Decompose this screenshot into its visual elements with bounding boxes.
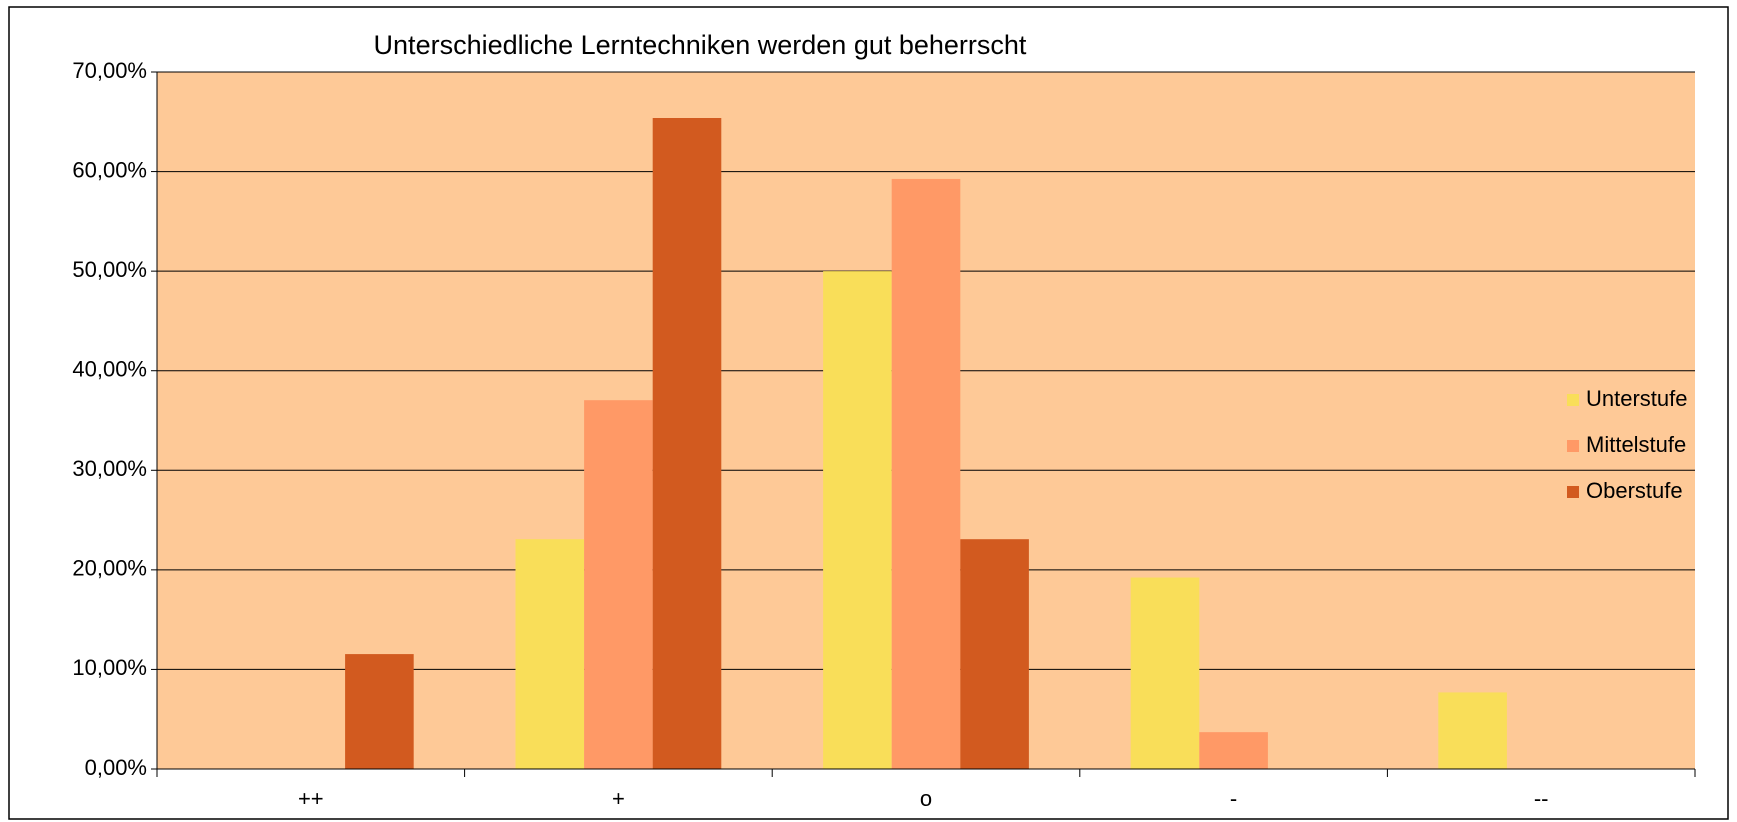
- bar: [960, 539, 1029, 769]
- x-tick-label: +: [612, 786, 625, 811]
- bar: [652, 118, 722, 769]
- y-tick-label: 50,00%: [72, 257, 147, 282]
- bar: [345, 654, 414, 769]
- legend-swatch: [1567, 394, 1579, 406]
- bar: [1199, 732, 1268, 769]
- legend-label: Unterstufe: [1586, 386, 1688, 411]
- y-tick-label: 30,00%: [72, 456, 147, 481]
- x-tick-label: ++: [298, 786, 324, 811]
- bar: [823, 271, 892, 769]
- y-tick-label: 0,00%: [85, 755, 147, 780]
- y-tick-label: 70,00%: [72, 58, 147, 83]
- y-tick-label: 10,00%: [72, 655, 147, 680]
- bar: [1438, 692, 1507, 769]
- bar: [515, 539, 585, 769]
- bar: [891, 178, 961, 770]
- legend-label: Oberstufe: [1586, 478, 1683, 503]
- legend-swatch: [1567, 486, 1579, 498]
- x-tick-label: o: [920, 786, 932, 811]
- x-tick-label: -: [1230, 786, 1237, 811]
- x-tick-label: --: [1534, 786, 1549, 811]
- chart-title: Unterschiedliche Lerntechniken werden gu…: [374, 30, 1027, 60]
- bar: [584, 400, 653, 769]
- y-tick-label: 40,00%: [72, 357, 147, 382]
- legend-label: Mittelstufe: [1586, 432, 1686, 457]
- y-tick-label: 20,00%: [72, 556, 147, 581]
- legend-swatch: [1567, 440, 1579, 452]
- y-tick-label: 60,00%: [72, 157, 147, 182]
- bar: [1130, 577, 1200, 769]
